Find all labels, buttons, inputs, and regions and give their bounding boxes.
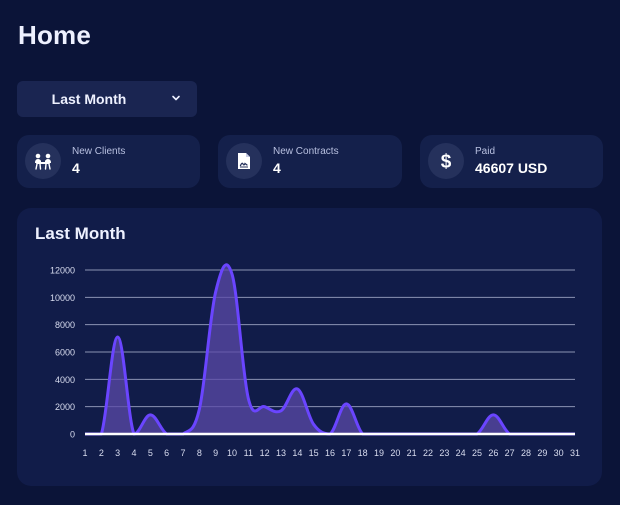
x-tick-label: 25 bbox=[472, 448, 482, 458]
x-tick-label: 15 bbox=[309, 448, 319, 458]
contract-icon bbox=[238, 153, 250, 169]
page-title: Home bbox=[18, 20, 92, 50]
stat-card-new-contracts[interactable]: New Contracts 4 bbox=[218, 135, 402, 188]
y-tick-label: 2000 bbox=[55, 402, 75, 412]
x-tick-label: 14 bbox=[292, 448, 302, 458]
svg-text:$: $ bbox=[441, 152, 452, 173]
dollar-icon: $ bbox=[441, 152, 452, 173]
x-tick-label: 20 bbox=[390, 448, 400, 458]
x-tick-label: 3 bbox=[115, 448, 120, 458]
y-tick-label: 0 bbox=[70, 430, 75, 440]
series-line bbox=[85, 263, 575, 436]
x-tick-label: 7 bbox=[180, 448, 185, 458]
stat-value: 46607 USD bbox=[475, 160, 548, 176]
y-tick-label: 12000 bbox=[50, 266, 75, 276]
clients-icon-wrap bbox=[25, 143, 61, 179]
x-tick-label: 16 bbox=[325, 448, 335, 458]
x-tick-label: 27 bbox=[505, 448, 515, 458]
stat-value: 4 bbox=[273, 160, 281, 176]
x-tick-label: 28 bbox=[521, 448, 531, 458]
x-tick-label: 23 bbox=[439, 448, 449, 458]
x-tick-label: 17 bbox=[341, 448, 351, 458]
x-tick-label: 6 bbox=[164, 448, 169, 458]
x-tick-label: 1 bbox=[82, 448, 87, 458]
date-range-value: Last Month bbox=[51, 91, 127, 107]
clients-icon bbox=[35, 153, 51, 170]
x-tick-label: 21 bbox=[407, 448, 417, 458]
x-tick-label: 30 bbox=[554, 448, 564, 458]
x-tick-label: 22 bbox=[423, 448, 433, 458]
stat-value: 4 bbox=[72, 160, 80, 176]
y-tick-label: 10000 bbox=[50, 293, 75, 303]
x-tick-label: 9 bbox=[213, 448, 218, 458]
x-tick-label: 10 bbox=[227, 448, 237, 458]
x-tick-label: 11 bbox=[244, 448, 253, 458]
contract-icon-wrap bbox=[226, 143, 262, 179]
stat-card-paid[interactable]: $ Paid 46607 USD bbox=[420, 135, 603, 188]
x-tick-label: 2 bbox=[99, 448, 104, 458]
x-tick-label: 4 bbox=[131, 448, 136, 458]
stat-label: New Contracts bbox=[273, 146, 339, 157]
x-tick-label: 19 bbox=[374, 448, 384, 458]
chart-card: 0 2000 4000 6000 8000 10000 12000 1 2 3 4 5 6 7 8 9 10 11… bbox=[17, 208, 602, 486]
date-range-select[interactable]: Last Month bbox=[17, 81, 197, 117]
y-tick-label: 4000 bbox=[55, 375, 75, 385]
x-tick-label: 8 bbox=[197, 448, 202, 458]
chevron-down-icon bbox=[172, 95, 180, 101]
stat-label: New Clients bbox=[72, 146, 126, 157]
x-tick-label: 31 bbox=[570, 448, 580, 458]
x-tick-label: 12 bbox=[260, 448, 270, 458]
y-tick-label: 6000 bbox=[55, 348, 75, 358]
x-tick-label: 13 bbox=[276, 448, 286, 458]
chart-title: Last Month bbox=[35, 224, 126, 243]
stat-label: Paid bbox=[475, 146, 496, 157]
stat-card-new-clients[interactable]: New Clients 4 bbox=[17, 135, 200, 188]
x-tick-label: 18 bbox=[358, 448, 368, 458]
series-area bbox=[85, 264, 575, 434]
x-tick-label: 5 bbox=[148, 448, 153, 458]
dollar-icon-wrap: $ bbox=[428, 143, 464, 179]
x-tick-label: 26 bbox=[488, 448, 498, 458]
x-tick-label: 24 bbox=[456, 448, 466, 458]
y-tick-label: 8000 bbox=[55, 320, 75, 330]
x-tick-label: 29 bbox=[537, 448, 547, 458]
